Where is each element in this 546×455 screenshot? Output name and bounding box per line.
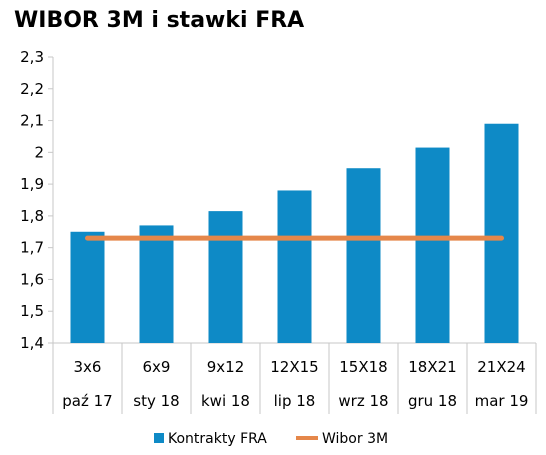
legend-swatch-kontrakty-fra — [154, 433, 164, 443]
y-tick-label: 1,9 — [20, 175, 44, 193]
y-tick-label: 2 — [34, 143, 44, 161]
x-tick-label-contract: 3x6 — [74, 358, 102, 376]
x-tick-label-date: paź 17 — [62, 392, 112, 410]
bar-3x6 — [70, 231, 105, 343]
x-tick-label-contract: 9x12 — [207, 358, 245, 376]
y-tick-label: 1,7 — [20, 239, 44, 257]
bar-12x15 — [277, 190, 312, 343]
y-tick-label: 1,6 — [20, 270, 44, 288]
bar-15x18 — [346, 168, 381, 343]
x-tick-label-date: wrz 18 — [338, 392, 388, 410]
x-tick-label-date: sty 18 — [133, 392, 179, 410]
x-tick-label-date: mar 19 — [475, 392, 529, 410]
bar-9x12 — [208, 211, 243, 343]
x-tick-label-contract: 21X24 — [477, 358, 525, 376]
x-tick-label-date: kwi 18 — [201, 392, 250, 410]
bar-6x9 — [139, 225, 174, 343]
y-tick-label: 2,1 — [20, 112, 44, 130]
y-tick-label: 1,4 — [20, 334, 44, 352]
bar-21x24 — [484, 123, 519, 343]
chart-title: WIBOR 3M i stawki FRA — [14, 8, 305, 33]
y-tick-label: 1,5 — [20, 302, 44, 320]
x-tick-label-contract: 12X15 — [270, 358, 318, 376]
x-tick-label-contract: 18X21 — [408, 358, 456, 376]
x-tick-label-date: lip 18 — [274, 392, 316, 410]
legend-label-wibor-3m: Wibor 3M — [322, 431, 388, 447]
x-tick-label-date: gru 18 — [408, 392, 457, 410]
x-tick-label-contract: 6x9 — [143, 358, 171, 376]
legend-label-kontrakty-fra: Kontrakty FRA — [168, 431, 267, 447]
bar-18x21 — [415, 147, 450, 343]
y-tick-label: 2,2 — [20, 80, 44, 98]
y-tick-label: 1,8 — [20, 207, 44, 225]
x-tick-label-contract: 15X18 — [339, 358, 387, 376]
y-tick-label: 2,3 — [20, 48, 44, 66]
